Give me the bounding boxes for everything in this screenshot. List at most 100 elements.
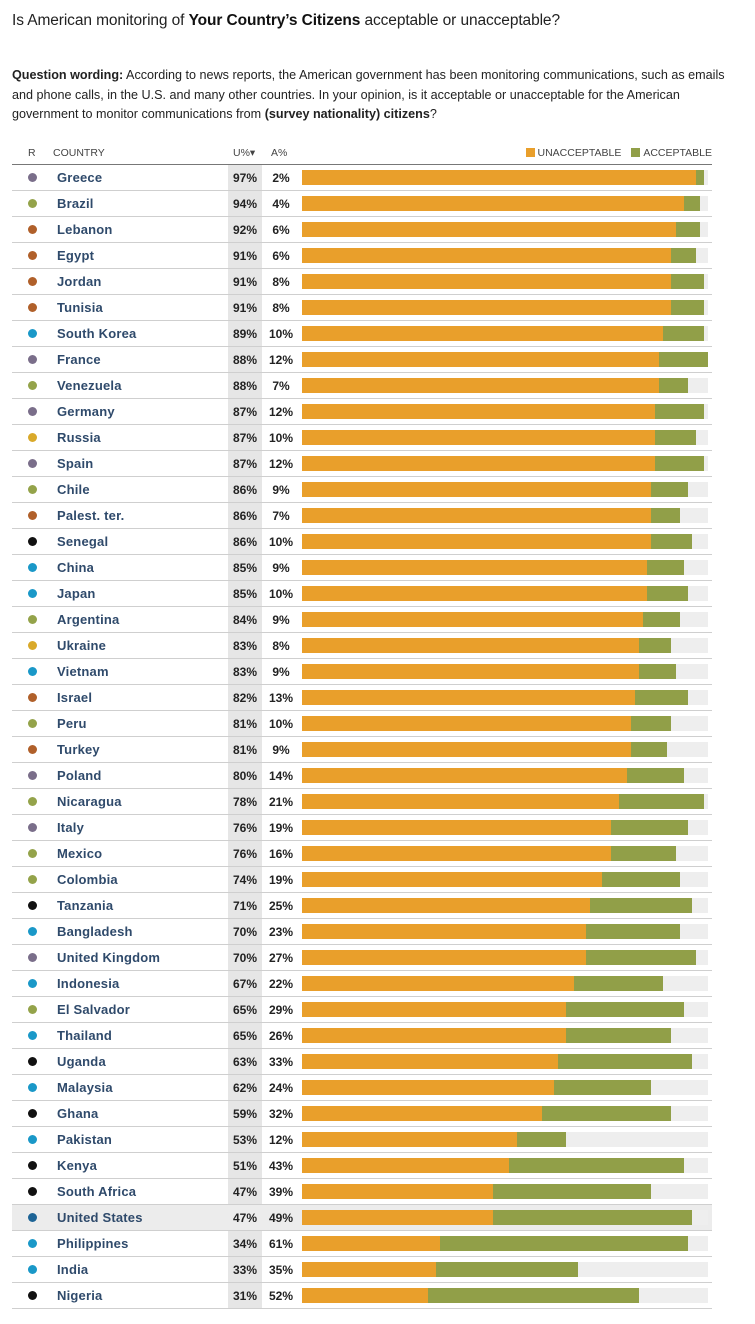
bar-unacceptable (302, 326, 664, 341)
bar-unacceptable (302, 1106, 542, 1121)
table-row[interactable]: Israel 82% 13% (12, 685, 712, 711)
table-row[interactable]: El Salvador 65% 29% (12, 997, 712, 1023)
table-row[interactable]: Turkey 81% 9% (12, 737, 712, 763)
table-row[interactable]: Uganda 63% 33% (12, 1049, 712, 1075)
bar-acceptable (517, 1132, 566, 1147)
header-acceptable-sort[interactable]: A% (271, 147, 288, 159)
bar-unacceptable (302, 1210, 493, 1225)
title-prefix: Is American monitoring of (12, 12, 189, 29)
table-row[interactable]: Pakistan 53% 12% (12, 1127, 712, 1153)
country-name: Senegal (57, 534, 109, 549)
table-row[interactable]: Lebanon 92% 6% (12, 217, 712, 243)
table-row[interactable]: Argentina 84% 9% (12, 607, 712, 633)
bar-track (302, 1210, 708, 1225)
table-row[interactable]: Venezuela 88% 7% (12, 373, 712, 399)
table-row[interactable]: Kenya 51% 43% (12, 1153, 712, 1179)
bar-track (302, 222, 708, 237)
header-country[interactable]: COUNTRY (53, 147, 105, 159)
bar-unacceptable (302, 222, 676, 237)
unacceptable-value: 31% (232, 1289, 258, 1303)
table-row[interactable]: Tunisia 91% 8% (12, 295, 712, 321)
acceptable-value: 9% (272, 743, 290, 757)
bar-unacceptable (302, 690, 635, 705)
table-row[interactable]: United States 47% 49% (12, 1205, 712, 1231)
table-row[interactable]: Senegal 86% 10% (12, 529, 712, 555)
header-region[interactable]: R (28, 147, 36, 159)
title-bold: Your Country’s Citizens (188, 12, 361, 29)
table-row[interactable]: Russia 87% 10% (12, 425, 712, 451)
acceptable-value: 21% (268, 795, 294, 809)
region-dot-icon (28, 563, 37, 572)
table-row[interactable]: South Africa 47% 39% (12, 1179, 712, 1205)
bar-track (302, 924, 708, 939)
region-dot-icon (28, 927, 37, 936)
acceptable-value: 10% (268, 431, 294, 445)
bar-unacceptable (302, 716, 631, 731)
bar-acceptable (541, 1106, 672, 1121)
table-body: Greece 97% 2% Brazil 94% 4% Lebanon 92% 6% Egypt 9… (12, 165, 712, 1309)
table-row[interactable]: France 88% 12% (12, 347, 712, 373)
bar-track (302, 1288, 708, 1303)
table-row[interactable]: Egypt 91% 6% (12, 243, 712, 269)
bar-acceptable (651, 508, 680, 523)
acceptable-value: 9% (272, 483, 290, 497)
table-row[interactable]: South Korea 89% 10% (12, 321, 712, 347)
table-row[interactable]: China 85% 9% (12, 555, 712, 581)
bar-track (302, 326, 708, 341)
unacceptable-value: 65% (232, 1003, 258, 1017)
table-row[interactable]: Poland 80% 14% (12, 763, 712, 789)
table-row[interactable]: Ghana 59% 32% (12, 1101, 712, 1127)
table-row[interactable]: India 33% 35% (12, 1257, 712, 1283)
region-dot-icon (28, 1239, 37, 1248)
table-row[interactable]: Nigeria 31% 52% (12, 1283, 712, 1309)
unacceptable-value: 92% (232, 223, 258, 237)
table-row[interactable]: Ukraine 83% 8% (12, 633, 712, 659)
country-name: Jordan (57, 274, 102, 289)
bar-acceptable (574, 976, 664, 991)
table-row[interactable]: Vietnam 83% 9% (12, 659, 712, 685)
table-row[interactable]: Bangladesh 70% 23% (12, 919, 712, 945)
header-unacceptable-sort[interactable]: U%▾ (233, 147, 256, 159)
bar-unacceptable (302, 1054, 558, 1069)
table-row[interactable]: Palest. ter. 86% 7% (12, 503, 712, 529)
table-row[interactable]: Brazil 94% 4% (12, 191, 712, 217)
unacceptable-value: 86% (232, 509, 258, 523)
unacceptable-value: 53% (232, 1133, 258, 1147)
country-name: Thailand (57, 1028, 113, 1043)
country-name: Bangladesh (57, 924, 133, 939)
table-row[interactable]: Indonesia 67% 22% (12, 971, 712, 997)
table-row[interactable]: United Kingdom 70% 27% (12, 945, 712, 971)
bar-track (302, 1262, 708, 1277)
table-row[interactable]: Colombia 74% 19% (12, 867, 712, 893)
table-row[interactable]: Greece 97% 2% (12, 165, 712, 191)
bar-acceptable (586, 924, 680, 939)
unacceptable-value: 88% (232, 379, 258, 393)
bar-track (302, 404, 708, 419)
table-row[interactable]: Peru 81% 10% (12, 711, 712, 737)
table-row[interactable]: Malaysia 62% 24% (12, 1075, 712, 1101)
table-row[interactable]: Japan 85% 10% (12, 581, 712, 607)
table-row[interactable]: Philippines 34% 61% (12, 1231, 712, 1257)
table-row[interactable]: Spain 87% 12% (12, 451, 712, 477)
table-row[interactable]: Thailand 65% 26% (12, 1023, 712, 1049)
bar-acceptable (655, 456, 704, 471)
table-row[interactable]: Italy 76% 19% (12, 815, 712, 841)
table-row[interactable]: Germany 87% 12% (12, 399, 712, 425)
acceptable-value: 33% (268, 1055, 294, 1069)
table-row[interactable]: Jordan 91% 8% (12, 269, 712, 295)
acceptable-value: 14% (268, 769, 294, 783)
table-row[interactable]: Mexico 76% 16% (12, 841, 712, 867)
acceptable-value: 25% (268, 899, 294, 913)
bar-track (302, 1080, 708, 1095)
table-row[interactable]: Chile 86% 9% (12, 477, 712, 503)
bar-track (302, 950, 708, 965)
wording-bold: (survey nationality) citizens (264, 107, 430, 121)
acceptable-value: 52% (268, 1289, 294, 1303)
acceptable-value: 12% (268, 405, 294, 419)
table-row[interactable]: Tanzania 71% 25% (12, 893, 712, 919)
table-row[interactable]: Nicaragua 78% 21% (12, 789, 712, 815)
bar-acceptable (630, 716, 672, 731)
country-name: Philippines (57, 1236, 129, 1251)
bar-unacceptable (302, 1262, 436, 1277)
country-name: Poland (57, 768, 102, 783)
